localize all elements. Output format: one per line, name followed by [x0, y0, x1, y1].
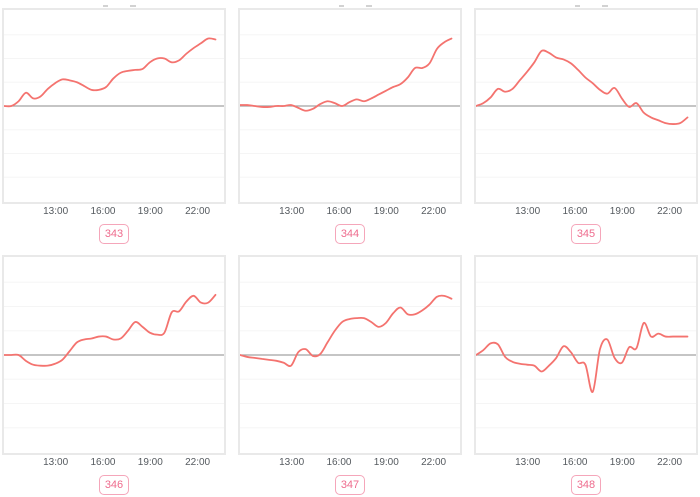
sparkline-panel[interactable] — [2, 255, 226, 455]
charts-row-top: 13:00 16:00 19:00 22:00 343 13:00 16:00 19:00… — [0, 5, 700, 246]
chart-cell: 13:00 16:00 19:00 22:00 348 — [474, 255, 698, 497]
sparkline-panel[interactable] — [238, 255, 462, 455]
badge-row: 348 — [474, 475, 698, 497]
x-tick-label: 19:00 — [373, 206, 399, 217]
x-tick-label: 22:00 — [657, 457, 683, 468]
x-tick-label: 13:00 — [515, 206, 541, 217]
clipped-title-fragment — [238, 5, 462, 8]
sparkline-chart — [240, 34, 460, 178]
x-axis-ticks: 13:00 16:00 19:00 22:00 — [474, 206, 698, 219]
chart-number-badge[interactable]: 343 — [98, 224, 130, 245]
sparkline-panel[interactable] — [2, 8, 226, 204]
x-tick-label: 19:00 — [137, 206, 163, 217]
x-tick-label: 22:00 — [421, 206, 447, 217]
chart-number-badge[interactable]: 345 — [570, 224, 602, 245]
charts-row-bottom: 13:00 16:00 19:00 22:00 346 13:00 16:00 19:00… — [0, 246, 700, 497]
x-tick-label: 22:00 — [421, 457, 447, 468]
chart-cell: 13:00 16:00 19:00 22:00 345 — [474, 5, 698, 246]
x-tick-label: 22:00 — [185, 457, 211, 468]
x-axis-ticks: 13:00 16:00 19:00 22:00 — [238, 457, 462, 470]
x-tick-label: 22:00 — [657, 206, 683, 217]
x-tick-label: 13:00 — [515, 457, 541, 468]
sparkline-chart — [476, 281, 696, 429]
x-axis-ticks: 13:00 16:00 19:00 22:00 — [238, 206, 462, 219]
chart-cell: 13:00 16:00 19:00 22:00 346 — [2, 255, 226, 497]
x-tick-label: 16:00 — [562, 206, 588, 217]
badge-row: 347 — [238, 475, 462, 497]
sparkline-panel[interactable] — [238, 8, 462, 204]
x-tick-label: 13:00 — [43, 206, 69, 217]
chart-number-badge[interactable]: 344 — [334, 224, 366, 245]
sparkline-chart — [476, 34, 696, 178]
x-tick-label: 16:00 — [326, 457, 352, 468]
badge-row: 344 — [238, 224, 462, 246]
chart-cell: 13:00 16:00 19:00 22:00 344 — [238, 5, 462, 246]
sparkline-panel[interactable] — [474, 255, 698, 455]
badge-row: 343 — [2, 224, 226, 246]
x-tick-label: 16:00 — [90, 457, 116, 468]
x-tick-label: 19:00 — [373, 457, 399, 468]
x-tick-label: 13:00 — [43, 457, 69, 468]
x-tick-label: 16:00 — [326, 206, 352, 217]
clipped-title-fragment — [2, 5, 226, 8]
chart-cell: 13:00 16:00 19:00 22:00 347 — [238, 255, 462, 497]
x-axis-ticks: 13:00 16:00 19:00 22:00 — [474, 457, 698, 470]
sparkline-chart — [4, 281, 224, 429]
x-tick-label: 13:00 — [279, 457, 305, 468]
clipped-title-fragment — [474, 5, 698, 8]
badge-row: 346 — [2, 475, 226, 497]
sparkline-chart — [4, 34, 224, 178]
x-axis-ticks: 13:00 16:00 19:00 22:00 — [2, 457, 226, 470]
chart-number-badge[interactable]: 346 — [98, 475, 130, 496]
x-tick-label: 19:00 — [137, 457, 163, 468]
x-axis-ticks: 13:00 16:00 19:00 22:00 — [2, 206, 226, 219]
chart-number-badge[interactable]: 347 — [334, 475, 366, 496]
x-tick-label: 13:00 — [279, 206, 305, 217]
x-tick-label: 16:00 — [562, 457, 588, 468]
chart-cell: 13:00 16:00 19:00 22:00 343 — [2, 5, 226, 246]
sparkline-chart — [240, 281, 460, 429]
x-tick-label: 19:00 — [609, 457, 635, 468]
chart-number-badge[interactable]: 348 — [570, 475, 602, 496]
x-tick-label: 19:00 — [609, 206, 635, 217]
sparkline-panel[interactable] — [474, 8, 698, 204]
x-tick-label: 22:00 — [185, 206, 211, 217]
badge-row: 345 — [474, 224, 698, 246]
x-tick-label: 16:00 — [90, 206, 116, 217]
